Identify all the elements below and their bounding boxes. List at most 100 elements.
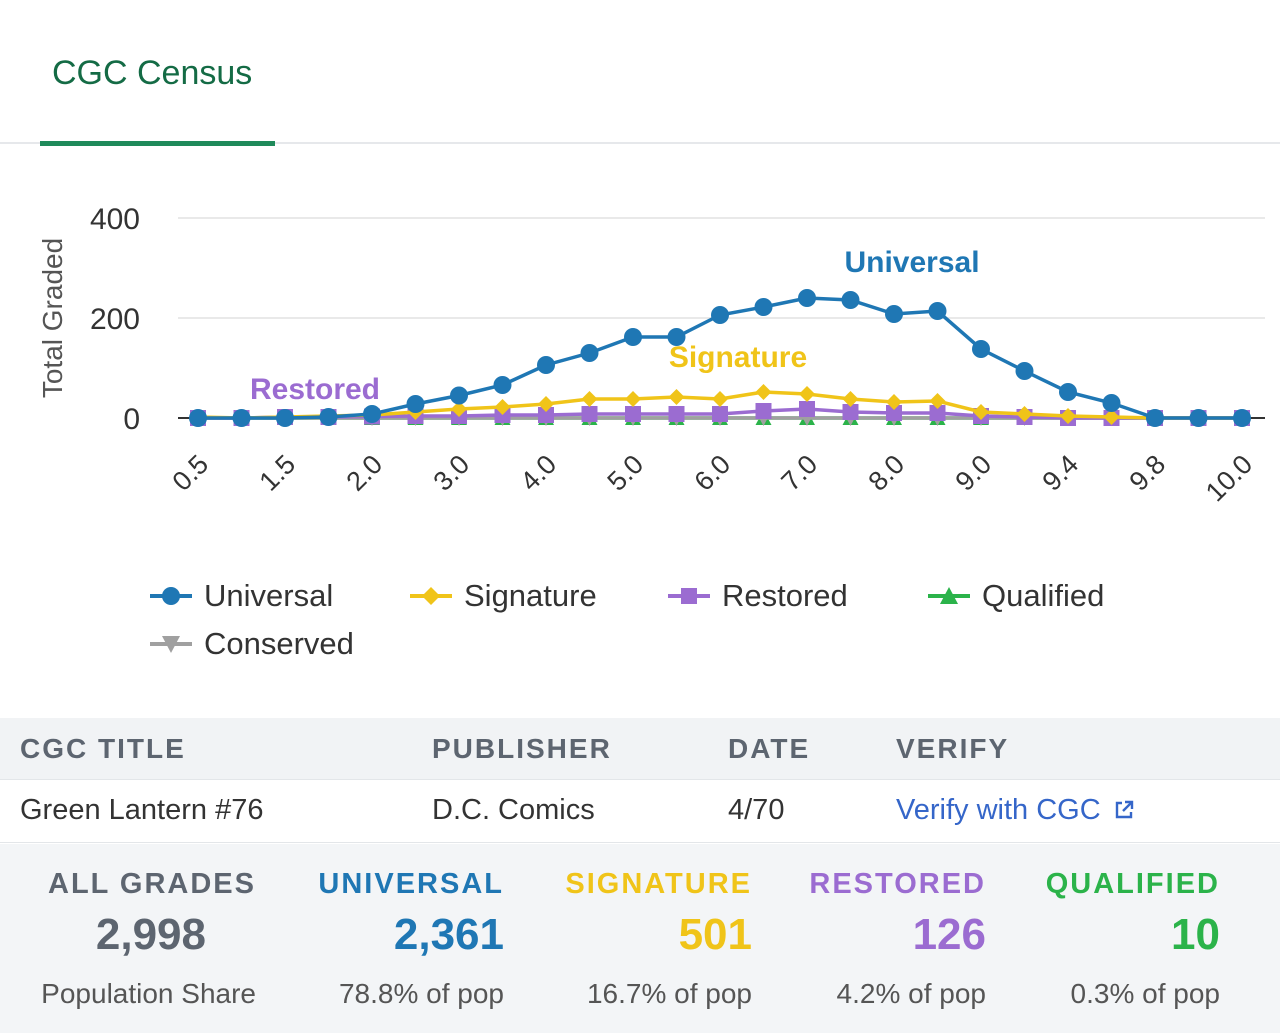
x-tick-label: 9.8: [1123, 449, 1171, 497]
data-point-signature: [712, 391, 728, 407]
stat-sub: Population Share: [41, 978, 256, 1009]
header-date: DATE: [728, 733, 811, 764]
legend-restored-icon: [668, 588, 710, 604]
data-point-universal: [1233, 409, 1251, 427]
cell-publisher: D.C. Comics: [432, 794, 595, 826]
y-tick-label: 400: [90, 203, 140, 236]
data-point-universal: [1059, 383, 1077, 401]
data-point-signature: [799, 386, 815, 402]
data-point-universal: [406, 395, 425, 413]
legend-conserved-icon: [150, 636, 192, 653]
data-point-universal: [841, 291, 860, 309]
data-point-restored: [755, 403, 772, 419]
census-table: CGC TITLE PUBLISHER DATE VERIFY Green La…: [0, 718, 1280, 843]
stat-sub: 16.7% of pop: [586, 978, 752, 1009]
header-publisher: PUBLISHER: [432, 733, 612, 764]
y-tick-label: 0: [123, 403, 140, 436]
stat-sub: 0.3% of pop: [1070, 978, 1220, 1009]
table-row: Green Lantern #76 D.C. Comics 4/70 Verif…: [0, 780, 1280, 843]
cell-title: Green Lantern #76: [20, 794, 264, 826]
data-point-signature: [973, 404, 989, 420]
legend-item-conserved[interactable]: Conserved: [150, 624, 354, 664]
data-point-universal: [972, 340, 990, 358]
stat-sub: 78.8% of pop: [338, 978, 504, 1009]
table-header: CGC TITLE PUBLISHER DATE VERIFY: [0, 718, 1280, 780]
data-point-universal: [450, 386, 468, 405]
series-annotation-universal: Universal: [844, 246, 979, 279]
data-point-universal: [276, 409, 294, 427]
stat-label: RESTORED: [809, 868, 986, 900]
stat-label: UNIVERSAL: [318, 868, 504, 900]
stat-restored: RESTORED 126 4.2% of pop: [780, 844, 986, 1033]
data-point-restored: [886, 405, 902, 421]
stat-value: 10: [1171, 910, 1220, 959]
data-point-signature: [538, 396, 554, 412]
data-point-universal: [798, 289, 816, 307]
data-point-signature: [755, 384, 772, 400]
data-point-signature: [886, 394, 902, 410]
legend-label: Restored: [722, 578, 848, 613]
data-point-universal: [319, 408, 338, 426]
stat-universal: UNIVERSAL 2,361 78.8% of pop: [290, 844, 504, 1033]
data-point-signature: [1016, 406, 1033, 422]
legend-label: Signature: [464, 578, 597, 613]
x-tick-label: 7.0: [775, 449, 823, 497]
header-cgc-title: CGC TITLE: [20, 733, 186, 764]
chart-svg: 0 200 400 Total Graded 0.5 1.5 2.0 3.0 4.0 5.0 6.0…: [37, 203, 1265, 507]
x-tick-label: 3.0: [427, 449, 475, 497]
x-tick-label: 8.0: [862, 449, 910, 497]
cell-date: 4/70: [728, 794, 785, 826]
data-point-restored: [842, 404, 859, 420]
legend-item-signature[interactable]: Signature: [410, 576, 597, 616]
tab-active-indicator: [40, 141, 275, 146]
x-tick-label: 2.0: [340, 449, 388, 497]
data-point-universal: [624, 328, 642, 346]
legend-label: Qualified: [982, 578, 1105, 613]
legend-universal-icon: [150, 587, 192, 605]
chart-legend: Universal Signature Restored Qualified C…: [150, 574, 1250, 674]
x-tick-label: 5.0: [601, 449, 649, 497]
data-point-signature: [1103, 409, 1120, 425]
data-point-universal: [928, 302, 947, 320]
data-point-universal: [189, 409, 207, 427]
data-point-signature: [842, 391, 859, 407]
verify-with-cgc-link[interactable]: Verify with CGC: [896, 794, 1135, 827]
stat-label: SIGNATURE: [565, 868, 752, 900]
legend-item-qualified[interactable]: Qualified: [928, 576, 1104, 616]
data-point-universal: [1102, 394, 1121, 412]
data-point-universal: [1146, 409, 1164, 427]
x-tick-label: 10.0: [1200, 449, 1258, 507]
stat-value: 2,361: [393, 910, 504, 959]
stat-sub: 4.2% of pop: [836, 978, 986, 1009]
data-point-restored: [929, 405, 946, 421]
x-tick-label: 6.0: [688, 449, 736, 497]
x-tick-label: 1.5: [253, 449, 301, 497]
data-point-signature: [625, 391, 641, 407]
stat-value: 2,998: [95, 910, 206, 959]
data-point-signature: [929, 393, 946, 409]
header-verify: VERIFY: [896, 733, 1010, 764]
series-annotation-restored: Restored: [250, 373, 380, 406]
stat-value: 501: [678, 910, 752, 959]
data-point-restored: [668, 406, 685, 422]
legend-item-restored[interactable]: Restored: [668, 576, 848, 616]
x-tick-label: 0.5: [166, 449, 214, 497]
data-point-signature: [1060, 408, 1076, 424]
verify-link-text[interactable]: Verify with CGC: [896, 794, 1101, 826]
tab-cgc-census[interactable]: CGC Census: [40, 50, 275, 146]
x-tick-label: 9.0: [949, 449, 997, 497]
data-point-restored: [581, 406, 598, 422]
data-point-universal: [537, 356, 555, 374]
data-point-universal: [580, 344, 599, 362]
legend-signature-icon: [410, 587, 452, 605]
data-point-universal: [711, 306, 729, 324]
census-chart: 0 200 400 Total Graded 0.5 1.5 2.0 3.0 4.0 5.0 6.0…: [0, 146, 1280, 716]
data-point-universal: [493, 376, 512, 394]
stat-qualified: QUALIFIED 10 0.3% of pop: [1020, 844, 1220, 1033]
data-point-signature: [581, 391, 598, 407]
y-axis-label: Total Graded: [37, 238, 68, 398]
data-point-restored: [538, 407, 554, 423]
data-point-signature: [451, 401, 467, 417]
legend-item-universal[interactable]: Universal: [150, 576, 333, 616]
data-point-universal: [232, 409, 251, 427]
